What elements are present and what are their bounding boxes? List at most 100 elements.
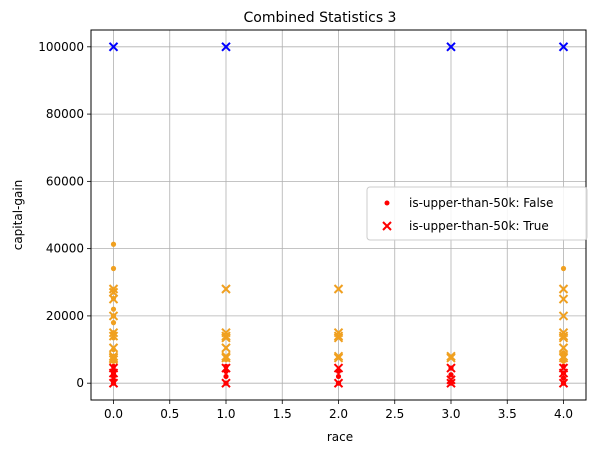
x-marker-stroke bbox=[108, 331, 119, 341]
data-point-x bbox=[446, 351, 456, 361]
data-points bbox=[108, 42, 569, 388]
x-marker-stroke bbox=[221, 42, 231, 52]
x-axis-label: race bbox=[327, 430, 353, 444]
y-tick-label: 0 bbox=[76, 376, 84, 390]
x-marker-stroke bbox=[446, 363, 456, 373]
data-point-x bbox=[221, 351, 231, 361]
x-marker-stroke bbox=[333, 378, 344, 388]
x-marker-stroke bbox=[221, 353, 231, 363]
x-marker-stroke bbox=[108, 42, 119, 52]
x-marker-stroke bbox=[558, 284, 569, 294]
data-point-x bbox=[108, 284, 119, 294]
data-point-dot bbox=[223, 373, 229, 380]
data-point-dot bbox=[110, 306, 117, 312]
x-marker-stroke bbox=[108, 328, 119, 338]
x-tick-label: 0.0 bbox=[104, 407, 123, 421]
legend-marker-x bbox=[382, 221, 392, 231]
x-marker-stroke bbox=[558, 368, 569, 378]
legend-marker-dot bbox=[384, 200, 390, 206]
data-point-x bbox=[221, 353, 231, 363]
data-point-x bbox=[558, 368, 569, 378]
data-point-dot bbox=[110, 320, 117, 326]
x-marker-stroke bbox=[221, 331, 231, 341]
y-axis-label: capital-gain bbox=[11, 180, 25, 251]
x-marker-stroke bbox=[558, 331, 569, 341]
data-point-x bbox=[108, 343, 119, 353]
x-tick-label: 2.0 bbox=[329, 407, 348, 421]
data-point-x bbox=[558, 42, 569, 52]
x-marker-stroke bbox=[558, 294, 569, 304]
y-tick-label: 80000 bbox=[46, 107, 84, 121]
data-point-x bbox=[221, 363, 231, 373]
data-point-x bbox=[333, 353, 344, 363]
data-point-dot bbox=[560, 375, 567, 381]
data-point-x bbox=[558, 343, 569, 353]
data-point-x bbox=[558, 333, 569, 343]
legend: is-upper-than-50k: False is-upper-than-5… bbox=[366, 186, 588, 241]
data-point-x bbox=[558, 353, 569, 363]
data-point-x bbox=[333, 363, 344, 373]
y-tick-label: 40000 bbox=[46, 242, 84, 256]
data-point-x bbox=[446, 375, 456, 385]
x-marker-stroke bbox=[446, 42, 456, 52]
x-marker-stroke bbox=[108, 368, 119, 378]
data-point-x bbox=[333, 331, 344, 341]
x-marker-stroke bbox=[108, 353, 119, 363]
x-tick-label: 4.0 bbox=[554, 407, 573, 421]
data-point-x bbox=[108, 354, 119, 365]
data-point-x bbox=[333, 333, 344, 343]
data-point-dot bbox=[110, 241, 117, 247]
x-marker-stroke bbox=[558, 351, 569, 361]
x-marker-stroke bbox=[221, 378, 231, 388]
legend-label-false: is-upper-than-50k: False bbox=[409, 196, 553, 210]
data-point-x bbox=[446, 42, 456, 52]
x-marker-stroke bbox=[446, 378, 456, 388]
x-marker-stroke bbox=[221, 351, 231, 361]
data-point-x bbox=[558, 294, 569, 304]
x-tick-label: 1.0 bbox=[216, 407, 235, 421]
x-marker-stroke bbox=[446, 351, 456, 361]
data-point-x bbox=[558, 331, 569, 341]
legend-box bbox=[366, 186, 588, 241]
data-point-x bbox=[558, 284, 569, 294]
data-point-x bbox=[446, 353, 456, 363]
data-point-x bbox=[221, 284, 231, 294]
x-marker-stroke bbox=[333, 363, 344, 373]
y-tick-label: 60000 bbox=[46, 174, 84, 188]
x-marker-stroke bbox=[558, 311, 569, 321]
data-point-x bbox=[108, 368, 119, 378]
data-point-x bbox=[221, 333, 231, 343]
x-marker-stroke bbox=[108, 354, 119, 365]
x-marker-stroke bbox=[333, 333, 344, 343]
data-point-x bbox=[333, 284, 344, 294]
data-point-x bbox=[221, 343, 231, 353]
x-marker-stroke bbox=[108, 351, 119, 361]
x-marker-stroke bbox=[108, 343, 119, 353]
data-point-dot bbox=[335, 373, 342, 380]
x-marker-stroke bbox=[108, 294, 119, 304]
y-tick-label: 20000 bbox=[46, 309, 84, 323]
data-point-x bbox=[558, 351, 569, 361]
x-marker-stroke bbox=[108, 284, 119, 294]
data-point-x bbox=[108, 311, 119, 321]
data-point-x bbox=[446, 363, 456, 373]
x-marker-stroke bbox=[108, 378, 119, 388]
x-tick-label: 0.5 bbox=[160, 407, 179, 421]
data-point-x bbox=[221, 42, 231, 52]
x-marker-stroke bbox=[558, 333, 569, 343]
x-marker-stroke bbox=[333, 353, 344, 363]
x-marker-stroke bbox=[221, 284, 231, 294]
data-point-x bbox=[108, 353, 119, 363]
x-marker-stroke bbox=[446, 375, 456, 385]
x-tick-label: 3.0 bbox=[441, 407, 460, 421]
x-marker-stroke bbox=[558, 378, 569, 388]
data-point-x bbox=[108, 331, 119, 341]
x-marker-stroke bbox=[558, 343, 569, 353]
x-marker-stroke bbox=[108, 311, 119, 321]
data-point-dot bbox=[560, 265, 567, 272]
y-tick-label: 100000 bbox=[38, 40, 84, 54]
x-tick-label: 2.5 bbox=[385, 407, 404, 421]
data-point-x bbox=[558, 378, 569, 388]
x-marker-stroke bbox=[221, 333, 231, 343]
